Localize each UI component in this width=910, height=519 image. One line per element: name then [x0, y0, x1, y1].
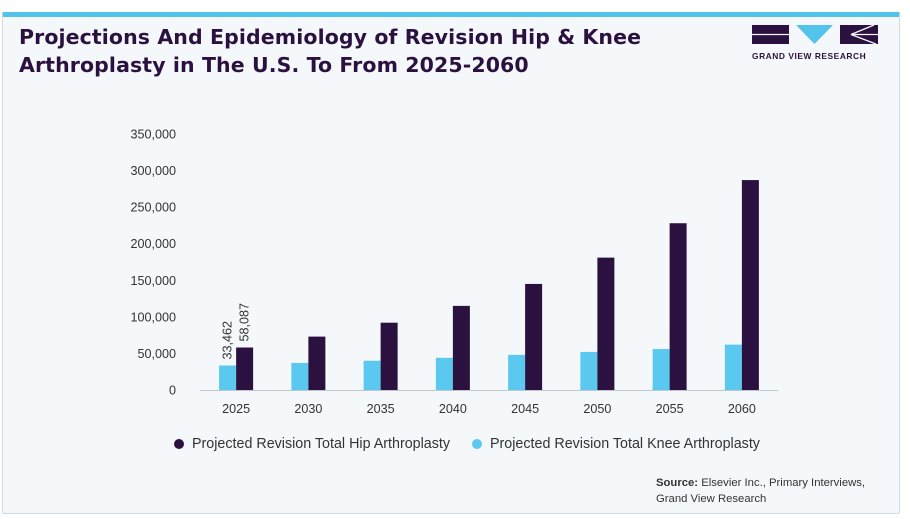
legend-swatch-knee — [472, 439, 482, 449]
bar-knee-2050 — [580, 351, 598, 390]
x-tick-label: 2050 — [583, 402, 611, 416]
bar-knee-2030 — [291, 362, 309, 390]
bar-knee-2035 — [363, 360, 381, 390]
legend-label-hip: Projected Revision Total Hip Arthroplast… — [192, 436, 450, 452]
legend-swatch-hip — [174, 439, 184, 449]
bar-knee-2040 — [435, 357, 453, 390]
bar-hip-2035 — [380, 322, 398, 390]
bar-hip-2060 — [741, 180, 759, 390]
logo-text: GRAND VIEW RESEARCH — [752, 51, 867, 61]
data-label: 33,462 — [221, 321, 235, 360]
bar-hip-2025 — [236, 347, 254, 390]
bar-hip-2050 — [597, 257, 615, 390]
logo-mark-icon — [752, 24, 878, 45]
source-label: Source: — [656, 477, 699, 489]
source-note: Source: Elsevier Inc., Primary Interview… — [656, 476, 896, 507]
y-tick-label: 0 — [169, 384, 176, 398]
y-tick-label: 150,000 — [130, 274, 176, 288]
x-tick-label: 2025 — [222, 402, 250, 416]
bar-hip-2030 — [308, 336, 326, 390]
chart-legend: Projected Revision Total Hip Arthroplast… — [174, 436, 782, 452]
legend-item-knee: Projected Revision Total Knee Arthroplas… — [472, 436, 760, 452]
x-tick-label: 2060 — [728, 402, 756, 416]
y-tick-label: 250,000 — [130, 201, 176, 215]
y-tick-label: 350,000 — [130, 128, 176, 142]
bar-hip-2055 — [669, 223, 687, 390]
legend-label-knee: Projected Revision Total Knee Arthroplas… — [490, 436, 760, 452]
x-tick-label: 2040 — [439, 402, 467, 416]
x-tick-label: 2035 — [367, 402, 395, 416]
y-tick-label: 300,000 — [130, 164, 176, 178]
y-tick-label: 100,000 — [130, 310, 176, 324]
bar-knee-2060 — [724, 344, 742, 390]
bar-hip-2045 — [525, 283, 543, 390]
x-tick-label: 2055 — [656, 402, 684, 416]
x-tick-label: 2045 — [511, 402, 539, 416]
y-tick-label: 200,000 — [130, 237, 176, 251]
grand-view-research-logo: GRAND VIEW RESEARCH — [752, 24, 878, 64]
legend-item-hip: Projected Revision Total Hip Arthroplast… — [174, 436, 450, 452]
bar-knee-2025 — [219, 365, 237, 390]
chart-title: Projections And Epidemiology of Revision… — [19, 25, 642, 77]
bar-hip-2040 — [452, 305, 470, 390]
bar-knee-2055 — [652, 349, 670, 390]
x-tick-label: 2030 — [294, 402, 322, 416]
bar-knee-2045 — [508, 354, 526, 390]
source-text: Elsevier Inc., Primary Interviews, Grand… — [656, 477, 866, 505]
y-tick-label: 50,000 — [137, 347, 176, 361]
data-label: 58,087 — [238, 303, 252, 342]
